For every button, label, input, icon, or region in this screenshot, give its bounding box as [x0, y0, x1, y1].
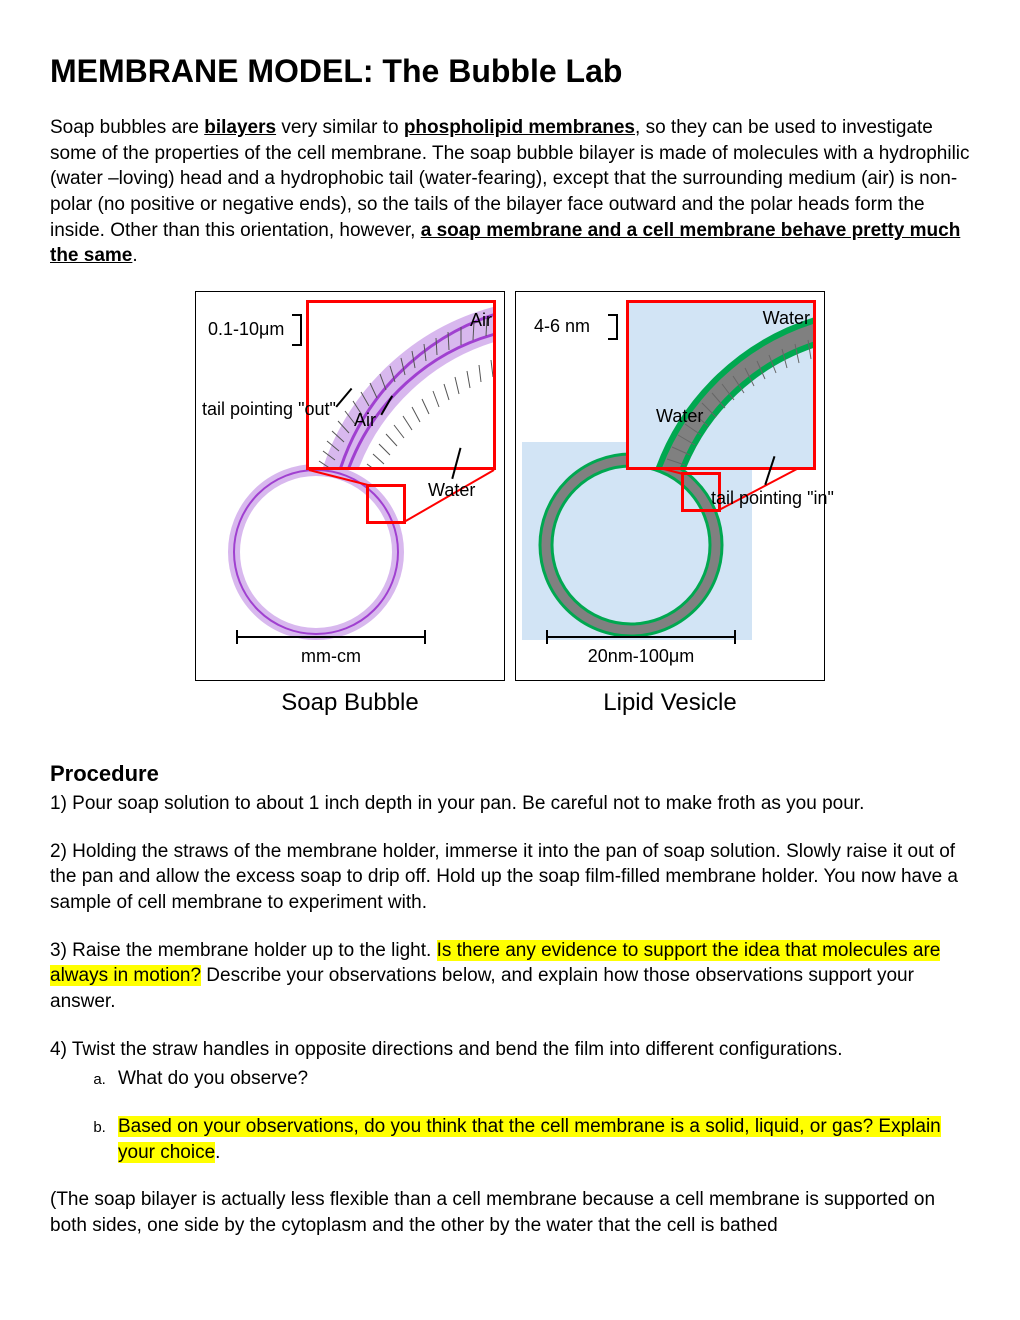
procedure-step-4-sublist: What do you observe? Based on your obser…: [50, 1066, 970, 1165]
soap-bubble-box: 0.1-10μm Air tail pointing "out" Air Wat…: [195, 291, 505, 681]
procedure-heading: Procedure: [50, 759, 970, 789]
intro-text: very similar to: [276, 117, 404, 138]
diagram-container: 0.1-10μm Air tail pointing "out" Air Wat…: [50, 291, 970, 719]
step4b-end: .: [215, 1142, 220, 1163]
step3-text: 3) Raise the membrane holder up to the l…: [50, 940, 437, 961]
soap-water-label: Water: [428, 478, 475, 502]
step4b-highlight: Based on your observations, do you think…: [118, 1116, 941, 1163]
soap-air2-label: Air: [354, 408, 376, 432]
intro-bold-phospholipid: phospholipid membranes: [404, 117, 635, 138]
lipid-inset-scale-label: 4-6 nm: [534, 314, 590, 338]
intro-paragraph: Soap bubbles are bilayers very similar t…: [50, 115, 970, 269]
intro-text: .: [132, 245, 137, 266]
lipid-vesicle-box: 4-6 nm Water Water tail pointing "in" 20…: [515, 291, 825, 681]
soap-tail-label: tail pointing "out": [202, 397, 336, 421]
soap-air1-label: Air: [470, 308, 492, 332]
procedure-step-4: 4) Twist the straw handles in opposite d…: [50, 1037, 970, 1063]
soap-scale-bracket: [292, 314, 302, 346]
soap-scalebar: mm-cm: [236, 636, 426, 668]
soap-zoom-box: [366, 484, 406, 524]
step4-item-a: What do you observe?: [110, 1066, 970, 1092]
procedure-note: (The soap bilayer is actually less flexi…: [50, 1187, 970, 1238]
procedure-step-2: 2) Holding the straws of the membrane ho…: [50, 839, 970, 916]
soap-bubble-panel: 0.1-10μm Air tail pointing "out" Air Wat…: [195, 291, 505, 719]
procedure-step-3: 3) Raise the membrane holder up to the l…: [50, 938, 970, 1015]
procedure-step-1: 1) Pour soap solution to about 1 inch de…: [50, 791, 970, 817]
step4-item-b: Based on your observations, do you think…: [110, 1114, 970, 1165]
soap-caption: Soap Bubble: [281, 687, 418, 719]
lipid-scale-bracket: [608, 314, 618, 340]
lipid-caption: Lipid Vesicle: [603, 687, 736, 719]
soap-inset-scale-label: 0.1-10μm: [208, 317, 284, 341]
page-title: MEMBRANE MODEL: The Bubble Lab: [50, 50, 970, 93]
lipid-water1-label: Water: [763, 306, 810, 330]
intro-text: Soap bubbles are: [50, 117, 204, 138]
lipid-vesicle-panel: 4-6 nm Water Water tail pointing "in" 20…: [515, 291, 825, 719]
lipid-tail-label: tail pointing "in": [711, 486, 834, 510]
soap-inset-svg: [309, 303, 496, 470]
soap-inset: [306, 300, 496, 470]
lipid-water2-label: Water: [656, 404, 703, 428]
intro-bold-bilayers: bilayers: [204, 117, 276, 138]
lipid-scalebar: 20nm-100μm: [546, 636, 736, 668]
